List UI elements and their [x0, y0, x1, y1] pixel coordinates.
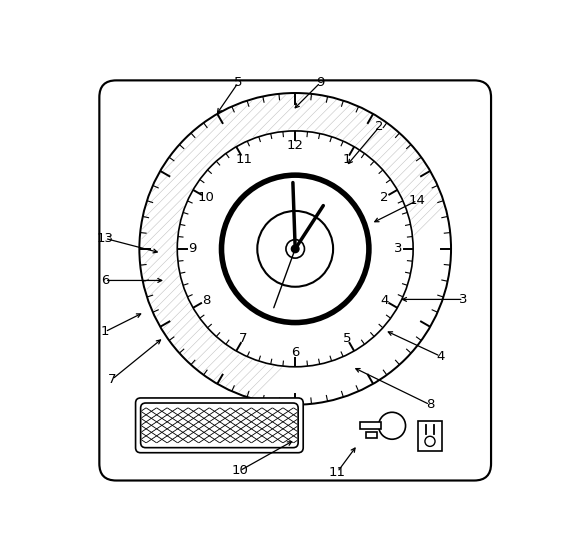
Text: 7: 7 — [108, 373, 116, 386]
Text: 6: 6 — [291, 346, 300, 358]
Text: 14: 14 — [409, 194, 426, 207]
Text: 9: 9 — [188, 242, 196, 255]
Circle shape — [425, 437, 435, 446]
Bar — [366, 432, 377, 438]
Text: 11: 11 — [329, 465, 346, 479]
Circle shape — [222, 175, 369, 323]
FancyBboxPatch shape — [135, 398, 303, 453]
Text: 10: 10 — [231, 464, 248, 478]
Bar — [361, 422, 381, 429]
Text: 13: 13 — [96, 232, 113, 245]
Circle shape — [291, 245, 299, 253]
Text: 1: 1 — [343, 153, 351, 166]
Text: 5: 5 — [234, 76, 242, 89]
Circle shape — [286, 240, 305, 258]
Text: 7: 7 — [240, 331, 248, 345]
Text: 2: 2 — [375, 120, 384, 133]
Text: 8: 8 — [202, 294, 210, 307]
Text: 3: 3 — [460, 293, 468, 306]
FancyBboxPatch shape — [99, 80, 491, 480]
Text: 9: 9 — [316, 76, 325, 89]
Text: 5: 5 — [343, 331, 351, 345]
Circle shape — [177, 131, 413, 367]
Text: 12: 12 — [287, 139, 304, 152]
Bar — [418, 421, 442, 451]
FancyBboxPatch shape — [141, 403, 298, 447]
Text: 10: 10 — [198, 191, 214, 204]
Circle shape — [378, 412, 406, 439]
Text: 4: 4 — [437, 350, 445, 363]
Circle shape — [139, 93, 451, 405]
Circle shape — [257, 211, 333, 287]
Text: 8: 8 — [426, 398, 434, 411]
Text: 1: 1 — [101, 325, 109, 339]
Text: 11: 11 — [235, 153, 252, 166]
Text: 6: 6 — [101, 274, 109, 287]
Text: 4: 4 — [380, 294, 389, 307]
Text: 3: 3 — [394, 242, 403, 255]
Text: 2: 2 — [380, 191, 389, 204]
